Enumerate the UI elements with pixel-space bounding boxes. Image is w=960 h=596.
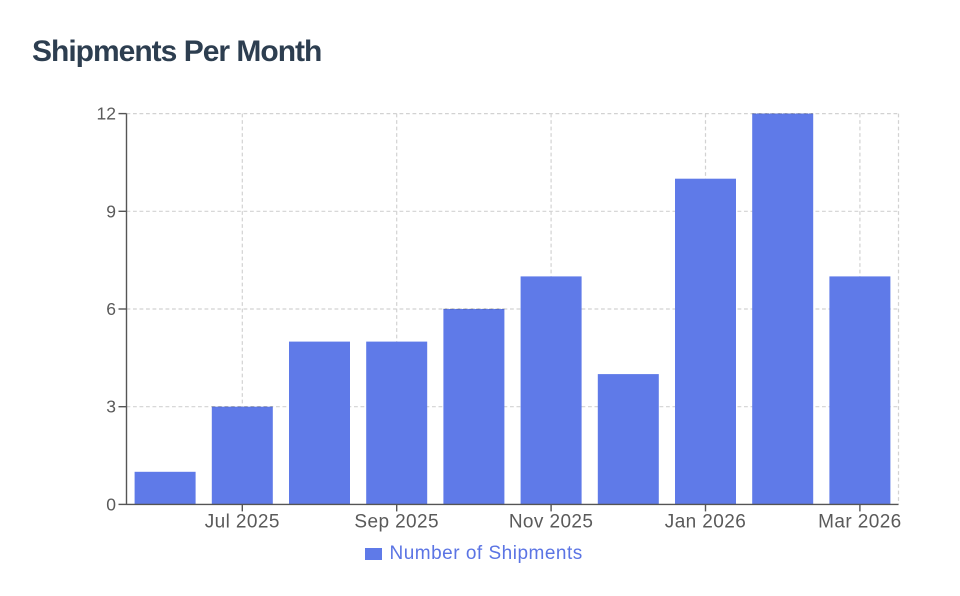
svg-text:Jul 2025: Jul 2025 — [205, 512, 280, 533]
svg-text:3: 3 — [106, 397, 116, 417]
svg-text:Mar 2026: Mar 2026 — [818, 512, 901, 533]
svg-text:9: 9 — [106, 201, 116, 221]
svg-text:Jan 2026: Jan 2026 — [665, 512, 746, 533]
svg-text:Sep 2025: Sep 2025 — [354, 512, 439, 533]
svg-text:6: 6 — [106, 299, 116, 319]
svg-text:Shipments Per Month: Shipments Per Month — [32, 35, 321, 68]
svg-text:0: 0 — [106, 494, 116, 514]
svg-text:Number of Shipments: Number of Shipments — [390, 543, 583, 564]
svg-text:Nov 2025: Nov 2025 — [509, 512, 594, 533]
svg-text:12: 12 — [97, 104, 116, 124]
